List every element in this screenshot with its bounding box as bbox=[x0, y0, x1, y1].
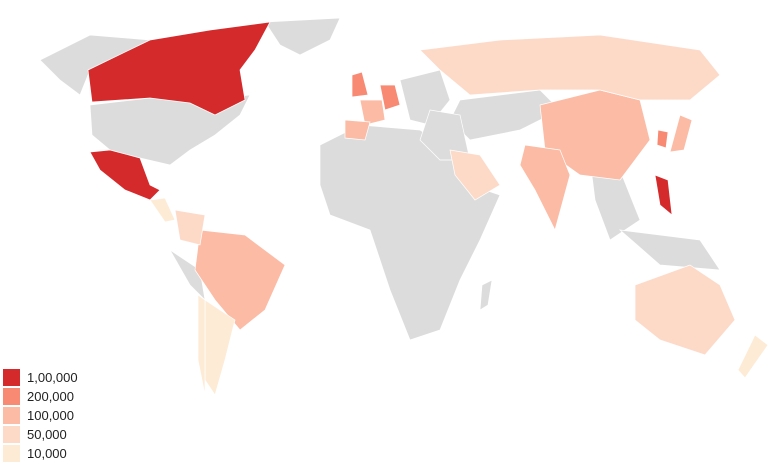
country-canada[interactable] bbox=[87, 21, 271, 116]
legend-label: 50,000 bbox=[27, 427, 67, 442]
country-saudi-arabia[interactable] bbox=[449, 149, 501, 201]
country-australia[interactable] bbox=[634, 264, 736, 356]
country-japan[interactable] bbox=[669, 114, 693, 153]
land-region bbox=[479, 279, 493, 311]
legend-label: 200,000 bbox=[27, 389, 74, 404]
legend-label: 100,000 bbox=[27, 408, 74, 423]
country-philippines[interactable] bbox=[654, 174, 673, 216]
legend-item: 1,00,000 bbox=[3, 368, 78, 387]
legend-swatch bbox=[3, 369, 20, 386]
land-region bbox=[618, 229, 721, 271]
country-germany[interactable] bbox=[379, 84, 401, 111]
legend: 1,00,000 200,000 100,000 50,000 10,000 bbox=[3, 368, 78, 463]
country-chile[interactable] bbox=[197, 294, 206, 396]
legend-item: 50,000 bbox=[3, 425, 78, 444]
legend-swatch bbox=[3, 426, 20, 443]
legend-item: 200,000 bbox=[3, 387, 78, 406]
legend-swatch bbox=[3, 407, 20, 424]
country-russia[interactable] bbox=[419, 34, 721, 101]
country-spain[interactable] bbox=[344, 119, 371, 141]
land-region bbox=[264, 17, 341, 56]
legend-label: 1,00,000 bbox=[27, 370, 78, 385]
country-south-korea[interactable] bbox=[656, 129, 669, 149]
legend-swatch bbox=[3, 388, 20, 405]
country-colombia[interactable] bbox=[174, 209, 206, 246]
country-united-kingdom[interactable] bbox=[351, 71, 369, 98]
legend-swatch bbox=[3, 445, 20, 462]
legend-label: 10,000 bbox=[27, 446, 67, 461]
country-brazil[interactable] bbox=[194, 229, 286, 331]
country-france[interactable] bbox=[359, 99, 386, 126]
country-central-america[interactable] bbox=[149, 197, 176, 223]
country-mexico[interactable] bbox=[89, 149, 161, 201]
legend-item: 100,000 bbox=[3, 406, 78, 425]
legend-item: 10,000 bbox=[3, 444, 78, 463]
country-new-zealand[interactable] bbox=[737, 334, 769, 379]
country-india[interactable] bbox=[519, 144, 571, 231]
